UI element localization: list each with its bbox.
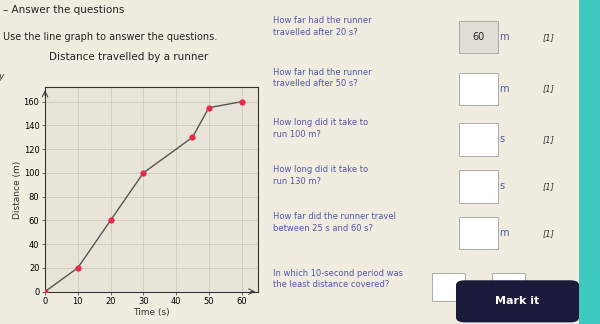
Text: m: m [499,32,509,42]
Text: 60: 60 [472,32,485,42]
X-axis label: Time (s): Time (s) [133,307,170,317]
Bar [459,217,498,249]
Text: Distance travelled by a runner: Distance travelled by a runner [49,52,209,62]
Text: s to: s to [468,282,484,291]
Text: [1]: [1] [543,282,555,291]
Bar [459,73,498,105]
Text: How far had the runner
travelled after 20 s?: How far had the runner travelled after 2… [273,16,371,37]
Y-axis label: Distance (m): Distance (m) [13,160,22,219]
Text: [1]: [1] [543,229,555,238]
Bar [459,123,498,156]
Bar [432,273,465,301]
Text: How long did it take to
run 130 m?: How long did it take to run 130 m? [273,165,368,186]
Text: [1]: [1] [543,182,555,191]
Text: – Answer the questions: – Answer the questions [3,5,124,15]
Text: [1]: [1] [543,33,555,42]
Text: In which 10-second period was
the least distance covered?: In which 10-second period was the least … [273,269,403,289]
Text: How long did it take to
run 100 m?: How long did it take to run 100 m? [273,118,368,139]
Bar [579,0,600,324]
Text: [1]: [1] [543,135,555,144]
Text: s: s [499,134,505,144]
Text: s: s [499,181,505,191]
Text: m: m [499,228,509,238]
Text: y: y [0,72,4,81]
Text: How far had the runner
travelled after 50 s?: How far had the runner travelled after 5… [273,68,371,88]
Bar [459,21,498,53]
FancyBboxPatch shape [456,280,579,322]
Text: s: s [528,282,532,291]
Bar [492,273,525,301]
Text: Mark it: Mark it [496,296,539,306]
Text: m: m [499,84,509,94]
Text: How far did the runner travel
between 25 s and 60 s?: How far did the runner travel between 25… [273,212,396,233]
Text: [1]: [1] [543,85,555,94]
Text: Use the line graph to answer the questions.: Use the line graph to answer the questio… [3,32,217,42]
Bar [459,170,498,202]
